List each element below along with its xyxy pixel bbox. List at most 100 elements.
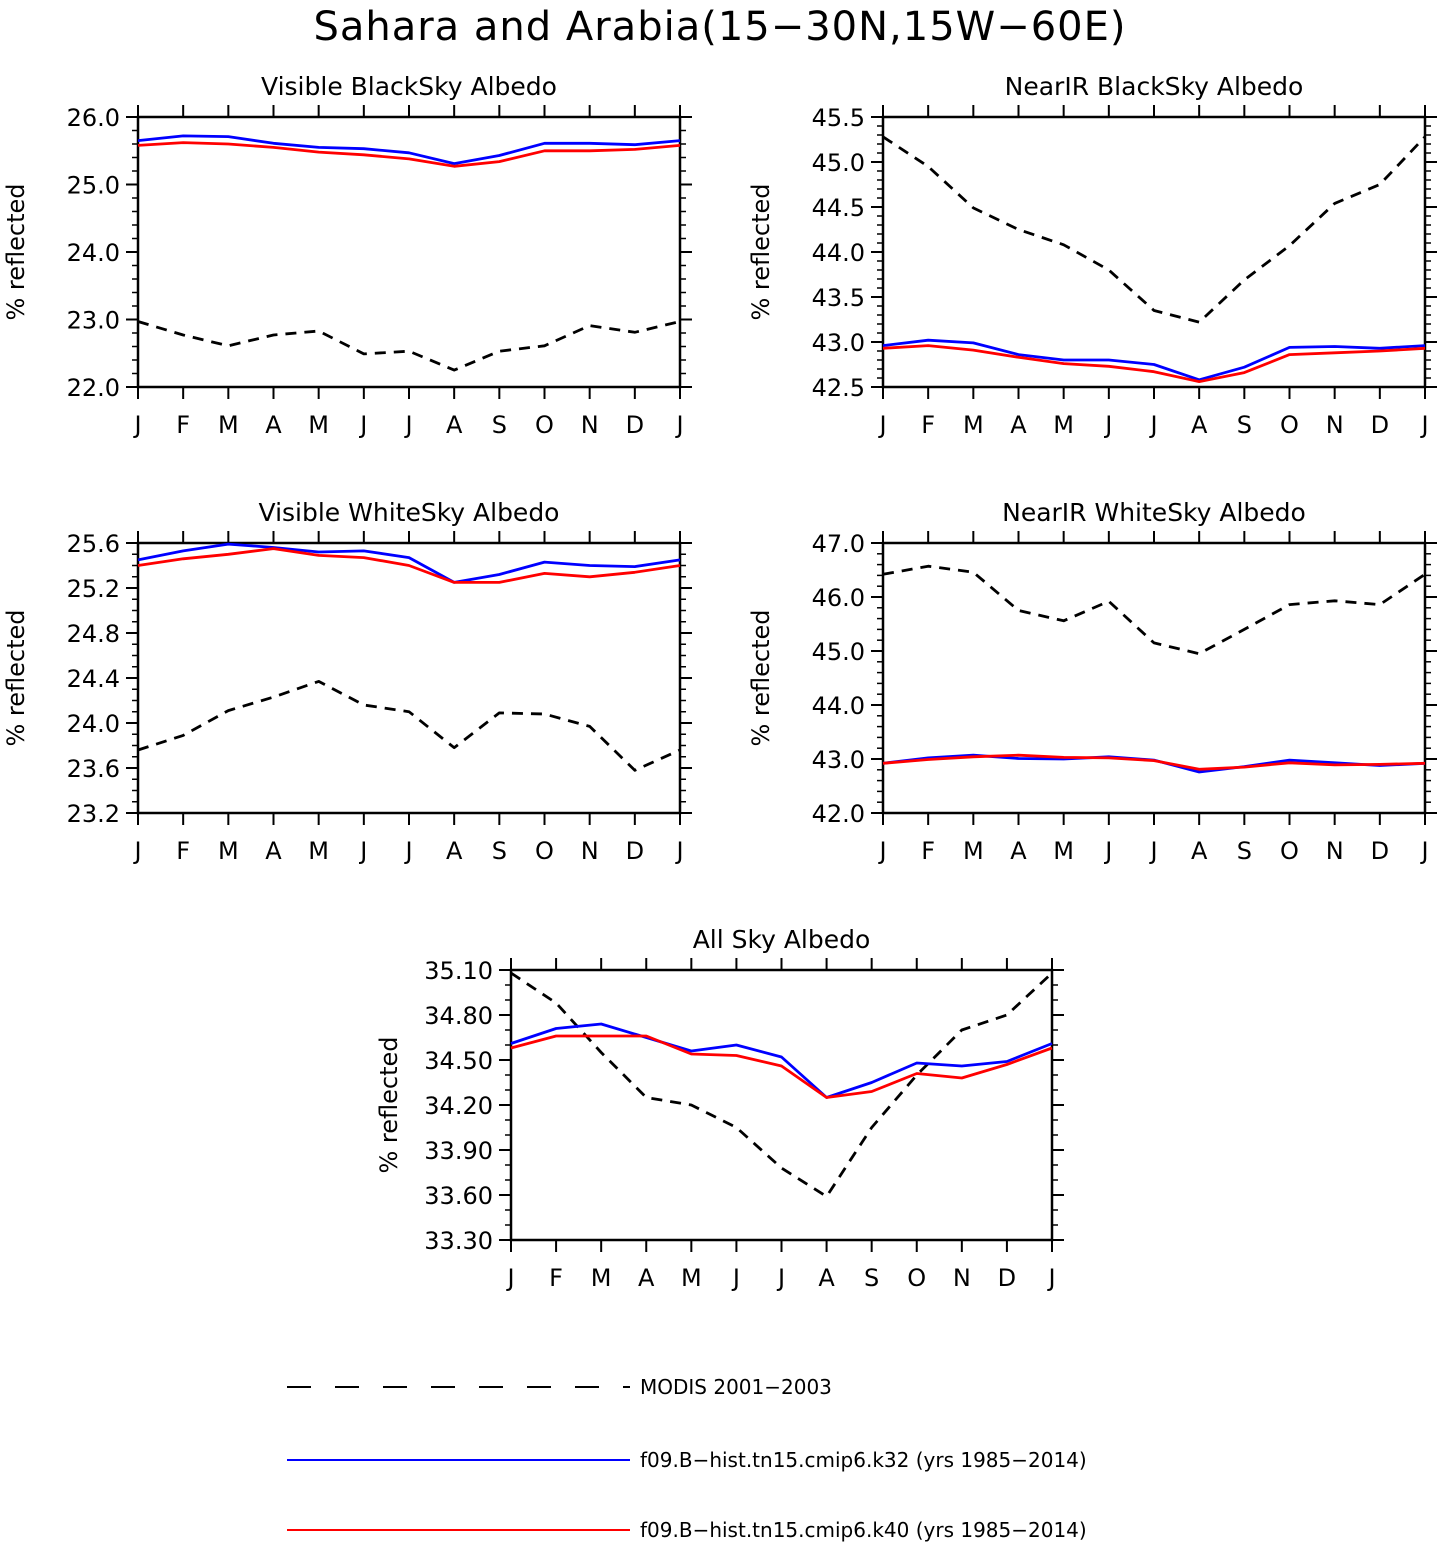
x-tick-label: J (1046, 1264, 1055, 1292)
x-tick-label: M (218, 837, 239, 865)
y-tick-label: 43.0 (812, 329, 865, 357)
x-tick-label: S (864, 1264, 879, 1292)
y-tick-label: 43.5 (812, 284, 865, 312)
y-tick-label: 34.50 (424, 1047, 493, 1075)
legend-label: f09.B−hist.tn15.cmip6.k32 (yrs 1985−2014… (640, 1448, 1087, 1472)
x-tick-label: A (1010, 411, 1027, 439)
series-line-k32 (510, 1022, 1053, 1099)
x-tick-label: A (638, 1264, 655, 1292)
y-tick-label: 24.0 (67, 710, 120, 738)
x-tick-label: O (535, 837, 554, 865)
x-tick-label: J (1148, 837, 1157, 865)
x-tick-label: D (626, 837, 644, 865)
y-axis-label: % reflected (375, 1036, 403, 1173)
x-tick-label: M (1053, 411, 1074, 439)
y-tick-label: 33.90 (424, 1137, 493, 1165)
x-tick-label: J (877, 837, 886, 865)
y-tick-label: 35.10 (424, 957, 493, 985)
y-axis-label: % reflected (2, 609, 30, 746)
y-tick-label: 24.4 (67, 665, 120, 693)
series-line-modis (510, 971, 1053, 1198)
y-axis-label: % reflected (747, 609, 775, 746)
x-tick-label: S (1237, 411, 1252, 439)
series-line-k40 (137, 141, 681, 168)
x-tick-label: F (176, 837, 190, 865)
x-tick-label: D (1371, 411, 1389, 439)
x-tick-label: J (1103, 411, 1112, 439)
x-tick-label: S (492, 837, 507, 865)
x-tick-label: J (1419, 837, 1428, 865)
x-tick-label: O (535, 411, 554, 439)
plot-frame (136, 541, 682, 815)
y-tick-label: 45.0 (812, 638, 865, 666)
series-line-k32 (137, 134, 681, 166)
x-tick-label: N (581, 837, 599, 865)
x-tick-label: N (1326, 837, 1344, 865)
x-tick-label: O (1280, 411, 1299, 439)
series-line-k32 (137, 542, 681, 584)
x-tick-label: M (963, 837, 984, 865)
panel-title: Visible WhiteSky Albedo (259, 498, 560, 527)
legend-item-k32: f09.B−hist.tn15.cmip6.k32 (yrs 1985−2014… (287, 1448, 1087, 1472)
series-line-k40 (882, 753, 1426, 771)
y-tick-label: 23.2 (67, 800, 120, 828)
x-tick-label: F (176, 411, 190, 439)
x-tick-label: M (591, 1264, 612, 1292)
y-tick-label: 33.30 (424, 1227, 493, 1255)
x-tick-label: A (1191, 837, 1208, 865)
legend-label: f09.B−hist.tn15.cmip6.k40 (yrs 1985−2014… (640, 1518, 1087, 1542)
x-tick-label: A (1010, 837, 1027, 865)
x-tick-label: J (1419, 411, 1428, 439)
series-line-modis (882, 564, 1426, 656)
y-tick-label: 23.6 (67, 755, 120, 783)
panel-title: All Sky Albedo (693, 925, 871, 954)
x-tick-label: F (549, 1264, 563, 1292)
x-tick-label: J (1103, 837, 1112, 865)
y-axis-label: % reflected (747, 183, 775, 320)
x-tick-label: A (1191, 411, 1208, 439)
y-tick-label: 22.0 (67, 374, 120, 402)
y-tick-label: 25.6 (67, 530, 120, 558)
x-tick-label: J (731, 1264, 740, 1292)
x-tick-label: M (1053, 837, 1074, 865)
series-line-k40 (882, 344, 1426, 384)
x-tick-label: A (446, 837, 463, 865)
y-tick-label: 24.0 (67, 239, 120, 267)
y-tick-label: 34.20 (424, 1092, 493, 1120)
y-tick-label: 23.0 (67, 307, 120, 335)
y-tick-label: 25.0 (67, 172, 120, 200)
series-line-k40 (510, 1034, 1053, 1099)
y-tick-label: 44.0 (812, 692, 865, 720)
y-tick-label: 47.0 (812, 530, 865, 558)
panel-title: Visible BlackSky Albedo (261, 72, 557, 101)
x-tick-label: M (681, 1264, 702, 1292)
x-tick-label: J (403, 837, 412, 865)
x-tick-label: N (953, 1264, 971, 1292)
x-tick-label: M (308, 411, 329, 439)
x-tick-label: D (998, 1264, 1016, 1292)
x-tick-label: J (358, 411, 367, 439)
y-tick-label: 24.8 (67, 620, 120, 648)
x-tick-label: M (308, 837, 329, 865)
x-tick-label: J (1148, 411, 1157, 439)
x-tick-label: M (963, 411, 984, 439)
x-tick-label: N (581, 411, 599, 439)
y-tick-label: 33.60 (424, 1182, 493, 1210)
y-tick-label: 34.80 (424, 1002, 493, 1030)
series-line-k32 (882, 338, 1426, 382)
y-tick-label: 44.5 (812, 194, 865, 222)
legend-label: MODIS 2001−2003 (640, 1375, 832, 1399)
x-tick-label: O (907, 1264, 926, 1292)
x-tick-label: S (492, 411, 507, 439)
y-tick-label: 42.0 (812, 800, 865, 828)
panel-title: NearIR WhiteSky Albedo (1002, 498, 1306, 527)
x-tick-label: J (358, 837, 367, 865)
y-tick-label: 42.5 (812, 374, 865, 402)
x-tick-label: A (265, 837, 282, 865)
y-tick-label: 43.0 (812, 746, 865, 774)
